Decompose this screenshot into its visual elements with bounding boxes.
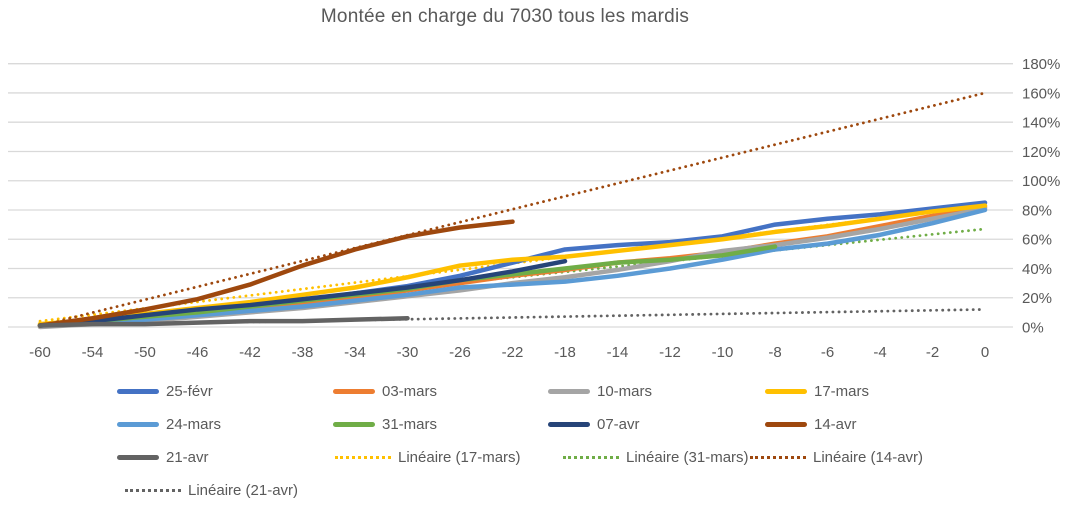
legend-item-lin-aire-21-avr[interactable]: Linéaire (21-avr)	[125, 478, 298, 502]
y-axis-tick-label: 60%	[1022, 232, 1052, 249]
legend-item-label: 17-mars	[814, 382, 870, 400]
dotted-line-swatch-icon	[125, 488, 181, 492]
legend-item-17-mars[interactable]: 17-mars	[765, 379, 869, 403]
legend-item-label: Linéaire (14-avr)	[813, 448, 924, 466]
y-axis-tick-label: 160%	[1022, 85, 1060, 102]
legend-item-label: Linéaire (21-avr)	[188, 481, 299, 499]
legend-item-label: 03-mars	[382, 382, 438, 400]
y-axis-tick-label: 0%	[1022, 320, 1044, 337]
legend-item-label: 10-mars	[597, 382, 653, 400]
line-swatch-icon	[765, 388, 807, 394]
legend-item-label: 14-avr	[814, 415, 857, 433]
legend-item-14-avr[interactable]: 14-avr	[765, 412, 857, 436]
legend-item-lin-aire-31-mars[interactable]: Linéaire (31-mars)	[563, 445, 749, 469]
legend-item-label: 07-avr	[597, 415, 640, 433]
x-axis-tick-label: -42	[239, 344, 261, 361]
x-axis-tick-label: -22	[502, 344, 524, 361]
series-line-24-mars[interactable]	[37, 207, 988, 328]
legend-item-label: 31-mars	[382, 415, 438, 433]
legend-item-31-mars[interactable]: 31-mars	[333, 412, 437, 436]
x-axis-tick-label: -2	[926, 344, 939, 361]
x-axis-tick-label: -8	[768, 344, 781, 361]
x-axis-tick-label: -38	[292, 344, 314, 361]
legend-item-lin-aire-14-avr[interactable]: Linéaire (14-avr)	[750, 445, 923, 469]
series-line-07-avr[interactable]	[37, 258, 568, 328]
legend-item-03-mars[interactable]: 03-mars	[333, 379, 437, 403]
series-line-14-avr[interactable]	[37, 219, 515, 328]
x-axis-tick-label: -46	[187, 344, 209, 361]
line-chart-plot: 0%20%40%60%80%100%120%140%160%180%-60 -54…	[8, 56, 1060, 361]
line-swatch-icon	[117, 388, 159, 394]
y-axis-tick-label: 20%	[1022, 290, 1052, 307]
y-axis-tick-label: 100%	[1022, 173, 1060, 190]
line-swatch-icon	[765, 421, 807, 427]
line-swatch-icon	[117, 421, 159, 427]
line-swatch-icon	[117, 454, 159, 460]
legend-item-label: 24-mars	[166, 415, 222, 433]
x-axis-tick-label: -60	[29, 344, 51, 361]
dotted-line-swatch-icon	[335, 455, 391, 459]
series-line-21-avr[interactable]	[37, 315, 410, 328]
y-axis-tick-label: 140%	[1022, 115, 1060, 132]
x-axis-tick-label: -6	[821, 344, 834, 361]
x-axis-tick-label: 0	[981, 344, 989, 361]
trendline-lin-aire-14-avr[interactable]	[38, 91, 987, 327]
x-axis-tick-label: -54	[82, 344, 104, 361]
y-axis-tick-label: 40%	[1022, 261, 1052, 278]
line-swatch-icon	[333, 421, 375, 427]
x-axis-tick-label: -12	[659, 344, 681, 361]
legend-item-label: 25-févr	[166, 382, 213, 400]
dotted-line-swatch-icon	[750, 455, 806, 459]
y-axis-tick-label: 180%	[1022, 56, 1060, 73]
legend-item-24-mars[interactable]: 24-mars	[117, 412, 221, 436]
dotted-line-swatch-icon	[563, 455, 619, 459]
legend-item-21-avr[interactable]: 21-avr	[117, 445, 209, 469]
legend-item-07-avr[interactable]: 07-avr	[548, 412, 640, 436]
x-axis-tick-label: -26	[449, 344, 471, 361]
x-axis-tick-label: -10	[712, 344, 734, 361]
legend-item-25-f-vr[interactable]: 25-févr	[117, 379, 213, 403]
y-axis-tick-label: 120%	[1022, 144, 1060, 161]
x-axis-tick-label: -50	[134, 344, 156, 361]
x-axis-tick-label: -18	[554, 344, 576, 361]
x-axis-tick-label: -4	[873, 344, 886, 361]
line-swatch-icon	[333, 388, 375, 394]
legend-item-10-mars[interactable]: 10-mars	[548, 379, 652, 403]
legend-item-label: Linéaire (31-mars)	[626, 448, 749, 466]
line-swatch-icon	[548, 388, 590, 394]
chart-title[interactable]: Montée en charge du 7030 tous les mardis	[320, 6, 690, 27]
line-swatch-icon	[548, 421, 590, 427]
legend-item-lin-aire-17-mars[interactable]: Linéaire (17-mars)	[335, 445, 521, 469]
x-axis-tick-label: -30	[397, 344, 419, 361]
x-axis-tick-label: -14	[607, 344, 629, 361]
legend-item-label: Linéaire (17-mars)	[398, 448, 521, 466]
y-axis-tick-label: 80%	[1022, 202, 1052, 219]
legend-item-label: 21-avr	[166, 448, 209, 466]
x-axis-tick-label: -34	[344, 344, 366, 361]
